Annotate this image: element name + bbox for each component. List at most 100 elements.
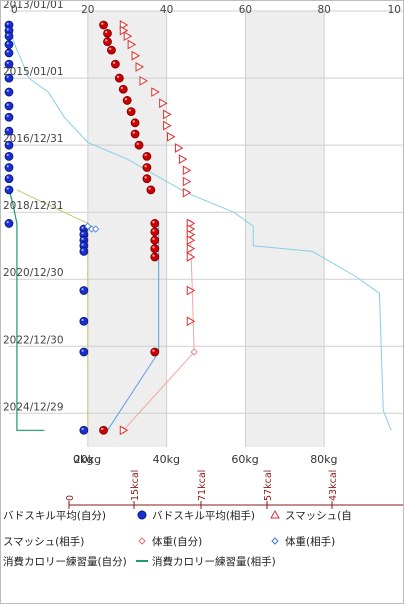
y-tick-label: 2015/01/01 <box>3 66 64 78</box>
legend-label: バドスキル平均(相手) <box>152 509 255 522</box>
smash-self-highlight <box>105 39 108 42</box>
skill-opp-highlight <box>6 128 9 131</box>
skill-opp-marker <box>4 40 14 49</box>
weight-self-marker <box>190 348 198 356</box>
kg-tick-label: 20kg <box>74 453 101 466</box>
smash-self-highlight <box>112 61 116 65</box>
smash-self-marker <box>99 425 108 435</box>
smash-self-highlight <box>136 142 139 146</box>
legend-item: 体重(自分) <box>138 535 202 548</box>
skill-opp-highlight <box>81 243 84 246</box>
smash-self-marker <box>142 163 152 172</box>
smash-self-highlight <box>132 131 135 134</box>
legend-label: 消費カロリー練習量(相手) <box>152 555 276 568</box>
smash-self-highlight <box>116 75 120 78</box>
smash-opp-marker <box>135 62 145 72</box>
skill-opp-highlight <box>6 165 9 168</box>
smash-opp-marker <box>186 235 196 246</box>
smash-self-marker <box>103 37 112 47</box>
legend-label: 体重(相手) <box>285 535 335 548</box>
skill-opp-highlight <box>81 288 84 291</box>
smash-self-marker <box>118 84 128 94</box>
skill-opp-marker <box>79 347 89 357</box>
skill-opp-highlight <box>81 237 84 240</box>
smash-self-marker <box>146 185 156 195</box>
smash-self-highlight <box>152 220 155 224</box>
smash-opp-marker <box>174 143 184 153</box>
legend-item: スマッシュ(相手) <box>3 535 84 548</box>
smash-opp-marker <box>127 39 137 50</box>
skill-opp-highlight <box>6 42 9 45</box>
smash-self-highlight <box>124 97 128 101</box>
smash-opp-marker <box>139 76 148 86</box>
kg-tick-label: 80kg <box>310 453 337 466</box>
smash-opp-marker <box>186 243 196 254</box>
y-tick-label: 2016/12/31 <box>3 133 64 145</box>
skill-opp-highlight <box>6 89 9 92</box>
legend-label: バドスキル平均(自分) <box>3 509 106 522</box>
blue-diamond-icon <box>271 537 279 545</box>
smash-opp-marker <box>167 131 176 142</box>
smash-opp-marker <box>163 120 172 131</box>
smash-opp-marker <box>182 187 192 198</box>
skill-opp-highlight <box>81 318 84 322</box>
smash-self-marker <box>126 107 136 117</box>
skill-opp-marker <box>4 112 14 122</box>
smash-self-marker <box>142 151 152 161</box>
smash-self-highlight <box>144 165 147 168</box>
legend-item: 消費カロリー練習量(自分) <box>3 555 127 568</box>
legend-item: バドスキル平均(相手) <box>137 509 255 522</box>
smash-self-highlight <box>152 254 155 257</box>
legend-item: バドスキル平均(自分) <box>3 509 106 522</box>
skill-opp-highlight <box>6 61 9 64</box>
skill-opp-highlight <box>6 103 9 106</box>
smash-opp-marker <box>178 154 188 165</box>
skill-opp-highlight <box>6 187 9 190</box>
y-tick-label: 2024/12/29 <box>3 401 64 413</box>
skill-opp-highlight <box>6 153 9 157</box>
kcal-tick-label: 71kcal <box>197 470 208 501</box>
legend-item: スマッシュ(自 <box>270 509 352 522</box>
skill-opp-highlight <box>6 50 9 53</box>
skill-opp-marker <box>79 286 89 295</box>
smash-opp-marker <box>119 425 129 436</box>
kcal-tick-label: 0 <box>65 495 76 501</box>
smash-opp-marker <box>119 20 129 30</box>
smash-self-highlight <box>152 229 155 232</box>
skill-opp-marker <box>4 101 14 111</box>
smash-opp-marker <box>131 50 141 61</box>
pink-diamond-icon <box>138 537 146 545</box>
weight-opp-marker <box>92 225 100 233</box>
smash-opp-marker <box>186 229 196 240</box>
top-tick-label: 0 <box>11 4 18 16</box>
skill-opp-highlight <box>81 248 84 252</box>
skill-opp-marker <box>4 174 14 184</box>
series-line-skill-self <box>8 27 392 431</box>
kg-tick-label: 60kg <box>231 453 258 466</box>
smash-opp-marker <box>186 316 196 327</box>
skill-opp-marker <box>4 48 14 58</box>
top-tick-label: 10 <box>388 4 401 16</box>
smash-self-highlight <box>152 237 155 241</box>
top-tick-label: 60 <box>239 4 252 16</box>
skill-opp-marker <box>4 185 14 195</box>
smash-self-highlight <box>152 349 155 352</box>
smash-opp-marker <box>123 31 133 42</box>
kg-tick-label: 0kg <box>73 453 93 466</box>
smash-opp-marker <box>163 109 172 120</box>
skill-opp-highlight <box>81 349 84 352</box>
band-60-80 <box>245 11 325 447</box>
skill-opp-marker <box>79 246 89 256</box>
smash-self-marker <box>99 20 108 30</box>
grid-lines <box>9 10 403 447</box>
series-line-kcal-opp <box>8 189 45 431</box>
smash-self-marker <box>134 140 144 150</box>
legend-item: 消費カロリー練習量(相手) <box>136 555 276 568</box>
smash-self-marker <box>150 252 160 262</box>
smash-opp-marker <box>186 285 196 296</box>
top-tick-label: 40 <box>160 4 173 16</box>
legend-label: 消費カロリー練習量(自分) <box>3 555 127 568</box>
smash-self-marker <box>150 244 160 253</box>
skill-opp-highlight <box>6 33 9 36</box>
